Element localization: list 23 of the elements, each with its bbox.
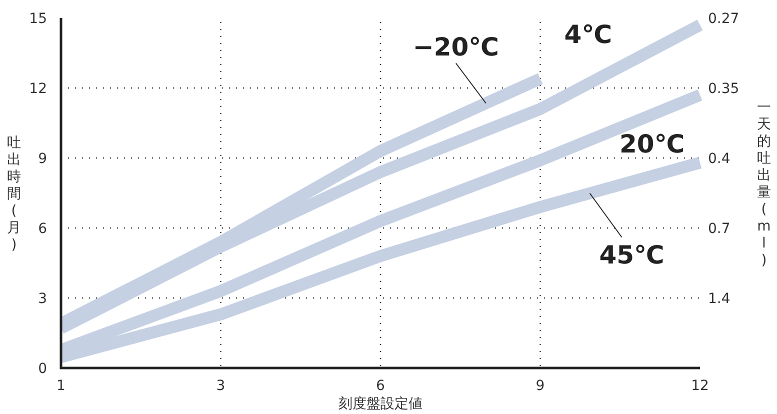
series-label: 4℃: [564, 20, 612, 50]
y-tick-label: 15: [29, 11, 47, 27]
x-tick-label: 1: [56, 378, 66, 394]
series-label: −20℃: [412, 32, 499, 62]
text: 0.7: [708, 221, 730, 237]
y2-axis-title: 一天的吐出量(ml): [757, 100, 771, 268]
series-label: 20℃: [620, 130, 685, 159]
text: 0.4: [708, 151, 730, 167]
x-tick-label: 12: [691, 378, 709, 394]
text: 1.4: [708, 291, 730, 307]
y-tick-label: 12: [29, 81, 47, 97]
series-label: 45℃: [599, 240, 664, 270]
x-tick-label: 9: [536, 378, 545, 394]
text: 0.35: [708, 81, 740, 97]
y-tick-label: 3: [38, 291, 47, 307]
x-tick-label: 6: [376, 378, 386, 394]
text: 0.27: [708, 11, 740, 27]
y-tick-label: 9: [38, 151, 47, 167]
y-tick-label: 0: [38, 361, 47, 377]
y-axis-title: 吐出時間(月): [7, 135, 21, 253]
x-axis-title: 刻度盤設定値: [338, 396, 422, 412]
x-tick-label: 3: [216, 378, 226, 394]
y-tick-label: 6: [38, 221, 48, 237]
